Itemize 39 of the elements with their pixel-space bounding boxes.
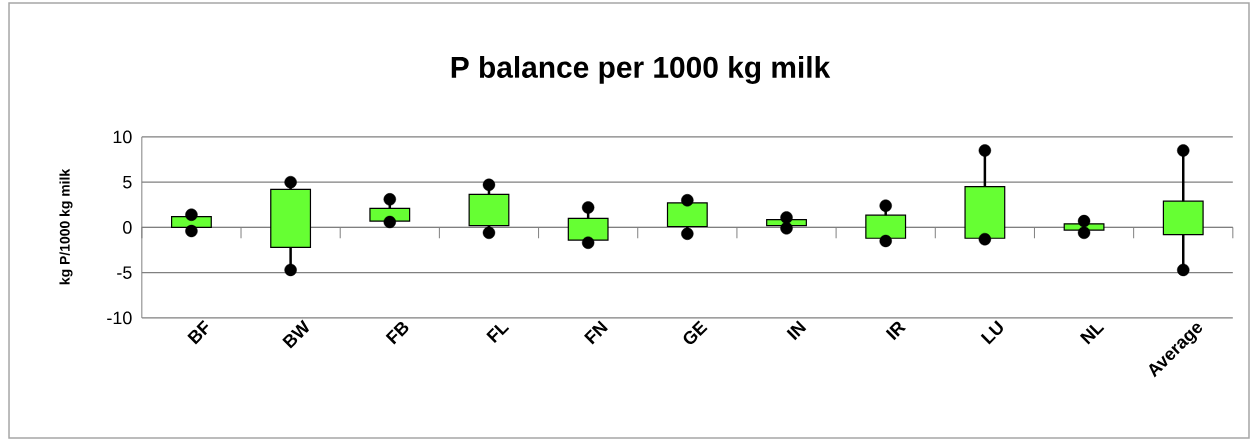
point xyxy=(581,201,595,214)
x-tick-label: NL xyxy=(1079,324,1105,345)
y-axis-title: kg P/1000 kg milk xyxy=(59,168,73,285)
x-tick-label: LU xyxy=(980,320,1003,345)
y-tick-label: 0 xyxy=(123,221,132,234)
point xyxy=(1077,226,1091,240)
point xyxy=(482,226,496,240)
x-tick-label: IR xyxy=(885,321,907,341)
x-tick-label: BF xyxy=(187,320,209,345)
point xyxy=(284,175,297,189)
point xyxy=(284,263,297,277)
point xyxy=(780,222,793,235)
point xyxy=(879,234,892,248)
x-tick-label: BW xyxy=(282,319,309,349)
point xyxy=(780,211,793,224)
point xyxy=(1177,144,1190,157)
point xyxy=(383,193,396,206)
y-tick-label: -10 xyxy=(107,311,132,325)
point xyxy=(978,144,992,157)
y-tick-label: 10 xyxy=(113,130,132,144)
y-tick-label: 5 xyxy=(123,175,132,189)
x-tick-label: FL xyxy=(486,324,510,343)
point xyxy=(581,236,595,249)
x-tick-label: GE xyxy=(683,320,708,345)
point xyxy=(185,224,198,238)
x-tick-label: FB xyxy=(385,321,409,345)
point xyxy=(383,215,396,229)
x-tick-label: FN xyxy=(583,320,608,345)
chart-title: P balance per 1000 kg milk xyxy=(451,55,831,84)
point xyxy=(1077,214,1091,228)
point xyxy=(185,208,198,221)
point xyxy=(681,194,694,207)
point xyxy=(482,178,496,192)
point xyxy=(1177,263,1190,277)
x-tick-label: IN xyxy=(786,320,807,341)
point xyxy=(681,227,694,240)
point xyxy=(978,232,992,246)
y-tick-label: -5 xyxy=(117,266,132,279)
point xyxy=(879,199,892,212)
